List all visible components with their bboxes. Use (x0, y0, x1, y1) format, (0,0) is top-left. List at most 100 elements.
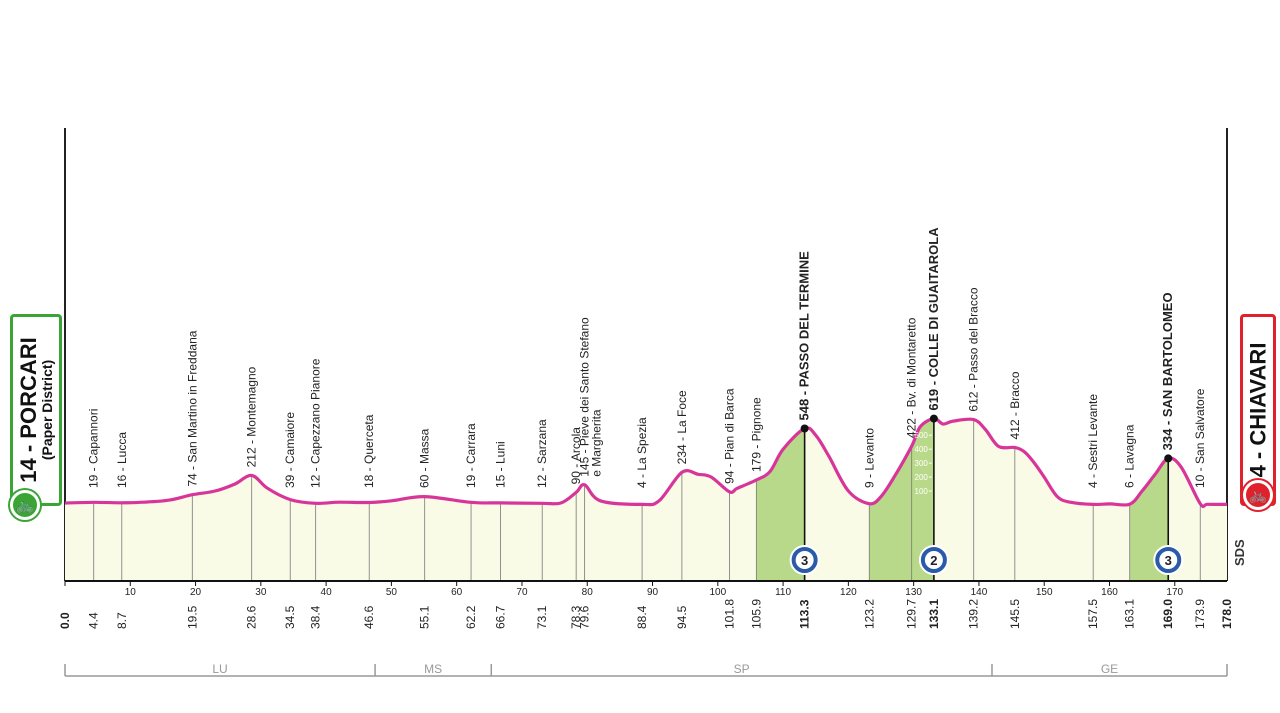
altitude-scale-tick: 100 (915, 487, 929, 496)
point-label-17: 179 - Pignone (749, 397, 763, 472)
climb-category-label-21: 2 (930, 553, 937, 568)
point-label-3: 74 - San Martino in Freddana (185, 330, 199, 486)
km-label-26: 169.0 (1161, 599, 1175, 629)
point-label-2: 16 - Lucca (115, 432, 129, 488)
climb-summit-dot-21 (929, 414, 938, 423)
point-label-7: 18 - Querceta (362, 414, 376, 488)
sprint-label: SDS (1232, 539, 1247, 566)
point-label-25: 6 - Lavagna (1123, 424, 1137, 488)
axis-tick-label-4: 40 (321, 587, 333, 598)
point-label-12: 90 - Arcola (569, 427, 583, 485)
altitude-scale-tick: 500 (915, 431, 929, 440)
km-label-28: 178.0 (1220, 599, 1234, 629)
axis-tick-label-16: 160 (1101, 587, 1118, 598)
climb-area-1 (756, 428, 805, 581)
axis-tick-label-15: 150 (1036, 587, 1053, 598)
km-label-8: 55.1 (418, 605, 432, 629)
axis-tick-label-3: 30 (255, 587, 267, 598)
point-label-6: 12 - Capezzano Pianore (309, 358, 323, 488)
km-label-5: 34.5 (283, 605, 297, 629)
km-label-3: 19.5 (185, 605, 199, 629)
km-label-11: 73.1 (535, 605, 549, 629)
climb-area-2 (869, 418, 934, 581)
point-label-4: 212 - Montemagno (245, 366, 259, 467)
km-label-12: 78.3 (569, 605, 583, 629)
axis-tick-label-14: 140 (971, 587, 988, 598)
point-label-19: 9 - Levanto (862, 428, 876, 488)
axis-tick-label-7: 70 (516, 587, 528, 598)
climb-category-badge-inner-18 (795, 551, 814, 569)
climb-summit-dot-18 (800, 424, 809, 433)
point-label-27: 10 - San Salvatore (1193, 388, 1207, 488)
km-label-10: 66.7 (493, 605, 507, 629)
start-town-label: 14 - PORCARI (16, 337, 42, 483)
axis-tick-label-9: 90 (647, 587, 659, 598)
point-label-5: 39 - Camaiore (283, 412, 297, 488)
profile-line (64, 417, 1228, 509)
axis-tick-label-8: 80 (582, 587, 594, 598)
region-label-0: LU (212, 662, 227, 676)
km-label-6: 38.4 (309, 605, 323, 629)
finish-town-label: 4 - CHIAVARI (1245, 342, 1271, 478)
point-label-13: 145 - Pieve dei Santo Stefano (578, 317, 592, 477)
km-label-16: 101.8 (723, 599, 737, 629)
profile-fill (65, 418, 1227, 581)
axis-tick-label-1: 10 (125, 587, 137, 598)
point-label-24: 4 - Sestri Levante (1086, 394, 1100, 488)
axis-tick-label-17: 170 (1166, 587, 1183, 598)
km-label-14: 88.4 (635, 605, 649, 629)
km-label-27: 173.9 (1193, 599, 1207, 629)
km-label-13: 79.6 (578, 605, 592, 629)
point-label-11: 12 - Sarzana (535, 419, 549, 488)
km-label-23: 145.5 (1008, 599, 1022, 629)
altitude-scale-tick: 400 (915, 445, 929, 454)
km-label-19: 123.2 (862, 599, 876, 629)
point-label-20: 422 - Bv. di Montaretto (905, 317, 919, 438)
climb-category-badge-inner-26 (1159, 551, 1178, 569)
km-label-22: 139.2 (967, 599, 981, 629)
axis-tick-label-12: 120 (840, 587, 857, 598)
region-label-2: SP (734, 662, 750, 676)
axis-tick-label-13: 130 (905, 587, 922, 598)
km-label-25: 163.1 (1123, 599, 1137, 629)
climb-category-label-26: 3 (1165, 553, 1172, 568)
point-label-8: 60 - Massa (418, 428, 432, 488)
point-label-14: 4 - La Spezia (635, 417, 649, 488)
km-label-20: 129.7 (905, 599, 919, 629)
climb-category-label-18: 3 (801, 553, 808, 568)
point-label-10: 15 - Luni (493, 441, 507, 488)
point-label-26: 334 - SAN BARTOLOMEO (1160, 292, 1175, 450)
km-label-18: 113.3 (798, 599, 812, 629)
point-label-21: 619 - COLLE DI GUAITAROLA (926, 227, 941, 411)
start-bicycle-icon: 🚲 (10, 490, 40, 520)
km-label-2: 8.7 (115, 612, 129, 629)
axis-tick-label-5: 50 (386, 587, 398, 598)
point-label-1: 19 - Capannori (87, 409, 101, 488)
km-label-21: 133.1 (927, 599, 941, 629)
km-label-1: 4.4 (87, 612, 101, 629)
point-label-15: 234 - La Foce (675, 390, 689, 464)
axis-tick-label-10: 100 (709, 587, 726, 598)
km-label-24: 157.5 (1086, 599, 1100, 629)
start-town-box: 14 - PORCARI (Paper District) (10, 314, 62, 506)
point-label-18: 548 - PASSO DEL TERMINE (797, 251, 812, 421)
altitude-scale-tick: 300 (915, 459, 929, 468)
km-label-9: 62.2 (464, 605, 478, 629)
axis-tick-label-2: 20 (190, 587, 202, 598)
climb-category-badge-inner-21 (924, 551, 943, 569)
region-label-3: GE (1101, 662, 1118, 676)
point-label-extra-13: e Margherita (590, 409, 604, 477)
km-label-15: 94.5 (675, 605, 689, 629)
altitude-scale-tick: 200 (915, 473, 929, 482)
km-label-4: 28.6 (245, 605, 259, 629)
finish-town-box: 4 - CHIAVARI (1240, 314, 1276, 506)
km-label-7: 46.6 (362, 605, 376, 629)
region-label-1: MS (424, 662, 442, 676)
axis-tick-label-6: 60 (451, 587, 463, 598)
km-label-17: 105.9 (749, 599, 763, 629)
point-label-23: 412 - Bracco (1008, 371, 1022, 439)
point-label-22: 612 - Passo del Bracco (967, 287, 981, 411)
point-label-16: 94 - Pian di Barca (723, 388, 737, 484)
